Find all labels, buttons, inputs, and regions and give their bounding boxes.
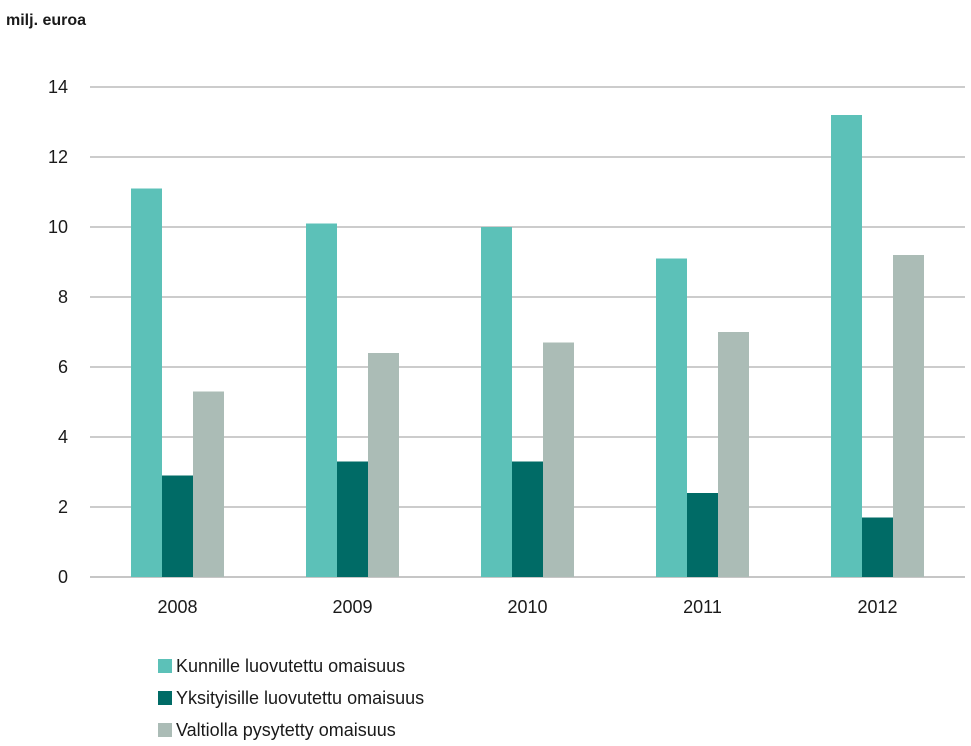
y-tick-label: 12 <box>48 147 68 167</box>
bar-2008-series-2 <box>162 475 193 577</box>
legend-swatch <box>158 723 172 737</box>
bars <box>131 115 924 577</box>
legend-item: Yksityisille luovutettu omaisuus <box>158 682 424 714</box>
y-tick-label: 4 <box>58 427 68 447</box>
legend-label: Valtiolla pysytetty omaisuus <box>176 719 396 740</box>
bar-2012-series-1 <box>831 115 862 577</box>
bar-2008-series-3 <box>193 391 224 577</box>
x-axis-ticks: 2008 2009 2010 2011 2012 <box>157 597 897 617</box>
bar-2010-series-3 <box>543 342 574 577</box>
y-tick-label: 2 <box>58 497 68 517</box>
legend-swatch <box>158 691 172 705</box>
x-tick-label: 2011 <box>683 597 722 617</box>
bar-2012-series-3 <box>893 255 924 577</box>
y-tick-label: 14 <box>48 77 68 97</box>
bar-2011-series-3 <box>718 332 749 577</box>
bar-2010-series-2 <box>512 461 543 577</box>
legend: Kunnille luovutettu omaisuus Yksityisille… <box>158 650 424 746</box>
legend-item: Kunnille luovutettu omaisuus <box>158 650 424 682</box>
y-axis-unit-label: milj. euroa <box>6 12 87 29</box>
legend-label: Yksityisille luovutettu omaisuus <box>176 687 425 708</box>
bar-2009-series-2 <box>337 461 368 577</box>
y-tick-label: 8 <box>58 287 68 307</box>
y-axis-ticks: 0 2 4 6 8 10 12 14 <box>48 77 68 587</box>
bar-2009-series-3 <box>368 353 399 577</box>
x-tick-label: 2010 <box>507 597 547 617</box>
x-tick-label: 2009 <box>332 597 372 617</box>
legend-item: Valtiolla pysytetty omaisuus <box>158 714 424 746</box>
legend-swatch <box>158 659 172 673</box>
bar-2010-series-1 <box>481 227 512 577</box>
y-tick-label: 0 <box>58 567 68 587</box>
y-tick-label: 6 <box>58 357 68 377</box>
x-tick-label: 2012 <box>857 597 897 617</box>
bar-2011-series-2 <box>687 493 718 577</box>
x-tick-label: 2008 <box>157 597 197 617</box>
bar-2011-series-1 <box>656 258 687 577</box>
bar-chart: 0 2 4 6 8 10 12 14 2008 2009 2010 2011 2012 <box>48 77 965 617</box>
bar-2009-series-1 <box>306 223 337 577</box>
legend-label: Kunnille luovutettu omaisuus <box>176 655 406 676</box>
bar-2012-series-2 <box>862 517 893 577</box>
y-tick-label: 10 <box>48 217 68 237</box>
bar-2008-series-1 <box>131 188 162 577</box>
